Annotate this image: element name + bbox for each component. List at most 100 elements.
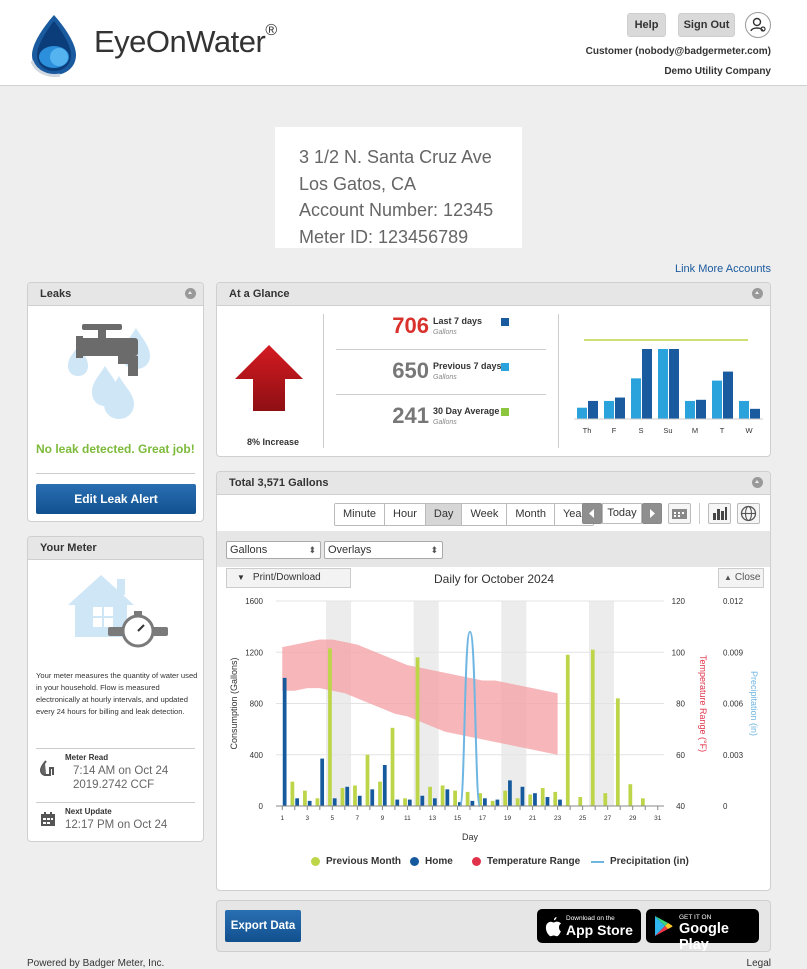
home-bar bbox=[470, 800, 475, 806]
today-button[interactable]: Today bbox=[602, 503, 642, 524]
x-tick-label: 5 bbox=[331, 815, 335, 822]
glance-value: 241 bbox=[392, 403, 429, 428]
previous-arrow-icon[interactable] bbox=[582, 503, 602, 524]
previous-month-bar bbox=[478, 793, 483, 806]
weekly-bar bbox=[604, 400, 614, 419]
range-minute-button[interactable]: Minute bbox=[335, 504, 386, 525]
compare-chart-icon[interactable] bbox=[708, 503, 731, 524]
y-tick-label: 800 bbox=[250, 700, 264, 709]
weekly-day-label: W bbox=[745, 426, 753, 435]
x-tick-label: 11 bbox=[404, 815, 411, 822]
divider bbox=[699, 503, 700, 524]
previous-month-bar bbox=[415, 657, 420, 806]
help-button[interactable]: Help bbox=[627, 13, 666, 37]
y-tick-label: 1600 bbox=[245, 597, 263, 606]
weekly-bar bbox=[658, 349, 668, 419]
sign-out-button[interactable]: Sign Out bbox=[678, 13, 735, 37]
home-bar bbox=[420, 795, 425, 806]
home-bar bbox=[495, 799, 500, 806]
y-tick-label: 0 bbox=[259, 802, 264, 811]
range-month-button[interactable]: Month bbox=[507, 504, 555, 525]
address-line2: Los Gatos, CA bbox=[299, 173, 417, 194]
y-tick-label: 1200 bbox=[245, 648, 263, 657]
user-settings-icon[interactable] bbox=[745, 12, 771, 38]
calendar-icon[interactable] bbox=[668, 503, 691, 524]
glance-unit: Gallons bbox=[433, 419, 457, 426]
weekly-day-label: Th bbox=[583, 426, 592, 435]
x-tick-label: 29 bbox=[629, 815, 637, 822]
collapse-icon[interactable] bbox=[752, 288, 763, 299]
range-day-button[interactable]: Day bbox=[425, 504, 463, 525]
legend-swatch bbox=[501, 408, 509, 416]
precip-tick-label: 0.003 bbox=[723, 751, 744, 760]
home-bar bbox=[457, 802, 462, 806]
next-update-time: 12:17 PM on Oct 24 bbox=[65, 819, 168, 831]
house-meter-icon bbox=[68, 575, 168, 648]
home-bar bbox=[357, 795, 362, 806]
range-week-button[interactable]: Week bbox=[462, 504, 508, 525]
print-download-button[interactable]: ▼ Print/Download bbox=[226, 568, 351, 588]
meter-id: Meter ID: 123456789 bbox=[299, 226, 469, 247]
previous-month-bar bbox=[590, 649, 595, 806]
x-tick-label: 7 bbox=[356, 815, 360, 822]
next-update-title: Next Update bbox=[65, 807, 112, 816]
triangle-down-icon: ▼ bbox=[237, 573, 245, 582]
apple-icon bbox=[545, 917, 561, 937]
increase-arrow-icon bbox=[235, 345, 303, 411]
previous-month-bar bbox=[628, 784, 633, 806]
range-hour-button[interactable]: Hour bbox=[385, 504, 426, 525]
weekly-bar bbox=[615, 397, 625, 419]
your-meter-header: Your Meter bbox=[28, 537, 203, 560]
at-a-glance-header: At a Glance bbox=[217, 283, 770, 306]
divider bbox=[323, 314, 324, 448]
legend-label: Temperature Range bbox=[487, 856, 581, 867]
legend-item[interactable]: Temperature Range bbox=[472, 856, 580, 867]
customer-label: Customer (nobody@badgermeter.com) bbox=[585, 46, 771, 57]
close-chart-button[interactable]: ▲ Close bbox=[718, 568, 764, 588]
units-select[interactable]: Gallons bbox=[226, 541, 321, 559]
previous-month-bar bbox=[528, 794, 533, 806]
divider bbox=[36, 473, 195, 474]
brand-name: EyeOnWater® bbox=[94, 22, 277, 59]
globe-icon[interactable] bbox=[737, 503, 760, 524]
export-data-button[interactable]: Export Data bbox=[225, 910, 301, 942]
weekly-bar bbox=[685, 400, 695, 419]
range-selector: Minute Hour Day Week Month Year bbox=[334, 503, 595, 526]
collapse-icon[interactable] bbox=[752, 477, 763, 488]
at-a-glance-panel: At a Glance 8% Increase 706 Last 7 days Ga… bbox=[216, 282, 771, 457]
previous-month-bar bbox=[340, 788, 345, 806]
legend-item[interactable]: Previous Month bbox=[311, 856, 401, 867]
link-more-accounts-link[interactable]: Link More Accounts bbox=[675, 263, 771, 275]
previous-month-bar bbox=[365, 754, 370, 806]
collapse-icon[interactable] bbox=[185, 288, 196, 299]
weekly-bar bbox=[739, 400, 749, 419]
faucet-icon bbox=[68, 324, 150, 419]
google-play-badge[interactable]: GET IT ON Google Play bbox=[646, 909, 759, 951]
previous-month-bar bbox=[440, 785, 445, 806]
triangle-up-icon: ▲ bbox=[724, 573, 732, 582]
previous-month-bar bbox=[453, 790, 457, 806]
x-tick-label: 17 bbox=[479, 815, 487, 822]
legend-item[interactable]: Precipitation (in) bbox=[591, 856, 689, 867]
legal-link[interactable]: Legal bbox=[746, 958, 771, 969]
next-arrow-icon[interactable] bbox=[642, 503, 662, 524]
temp-tick-label: 100 bbox=[672, 648, 686, 657]
your-meter-title: Your Meter bbox=[40, 542, 97, 554]
x-tick-label: 15 bbox=[454, 815, 462, 822]
temperature-range-band bbox=[282, 639, 558, 755]
your-meter-panel: Your Meter Your meter measures the quant… bbox=[27, 536, 204, 842]
address-line1: 3 1/2 N. Santa Cruz Ave bbox=[299, 147, 492, 167]
legend-marker bbox=[591, 860, 604, 863]
overlays-select[interactable]: Overlays bbox=[324, 541, 443, 559]
glance-value: 706 bbox=[392, 313, 429, 338]
precipitation-line bbox=[459, 630, 481, 807]
leaks-title: Leaks bbox=[40, 288, 72, 300]
edit-leak-alert-button[interactable]: Edit Leak Alert bbox=[36, 484, 196, 514]
chart-title: Daily for October 2024 bbox=[434, 572, 555, 586]
powered-by-link[interactable]: Powered by Badger Meter, Inc. bbox=[27, 958, 165, 969]
previous-month-bar bbox=[503, 790, 508, 806]
weekly-bar bbox=[588, 400, 598, 419]
app-store-badge[interactable]: Download on the App Store bbox=[537, 909, 641, 943]
x-tick-label: 23 bbox=[554, 815, 562, 822]
legend-item[interactable]: Home bbox=[410, 856, 453, 867]
